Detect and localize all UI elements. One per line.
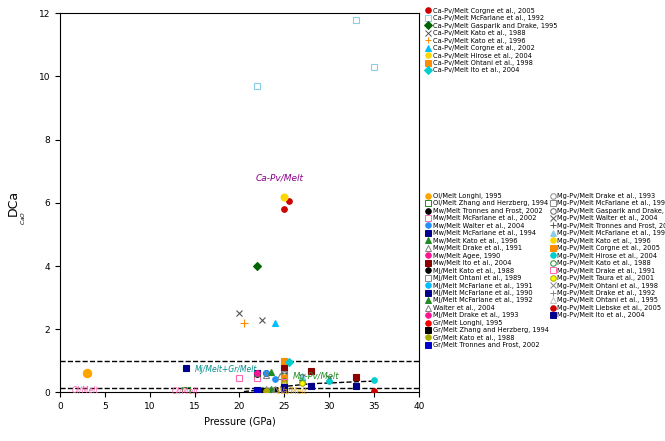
X-axis label: Pressure (GPa): Pressure (GPa): [203, 417, 275, 427]
Legend: Ol/Melt Longhi, 1995, Ol/Melt Zhang and Herzberg, 1994, Mw/Melt Tronnes and Fros: Ol/Melt Longhi, 1995, Ol/Melt Zhang and …: [426, 193, 549, 348]
Text: Ca-Pv/Melt: Ca-Pv/Melt: [256, 173, 304, 182]
Text: Ol/Melt: Ol/Melt: [71, 385, 98, 394]
Legend: Mg-Pv/Melt Drake et al., 1993, Mg-Pv/Melt McFarlane et al., 1991, Mg-Pv/Melt Gas: Mg-Pv/Melt Drake et al., 1993, Mg-Pv/Mel…: [550, 193, 665, 318]
Text: $_{CaO}$: $_{CaO}$: [19, 211, 29, 225]
Legend: Ca-Pv/Melt Corgne et al., 2005, Ca-Pv/Melt McFarlane et al., 1992, Ca-Pv/Melt Ga: Ca-Pv/Melt Corgne et al., 2005, Ca-Pv/Me…: [426, 8, 557, 74]
Text: Mg-Pv/Melt: Mg-Pv/Melt: [293, 372, 339, 381]
Text: Mj/Melt+Gr/Melt: Mj/Melt+Gr/Melt: [195, 365, 257, 374]
Text: Wa/Melt: Wa/Melt: [276, 386, 307, 395]
Text: Ol/Melt: Ol/Melt: [172, 386, 199, 395]
Text: DCa: DCa: [7, 190, 20, 216]
